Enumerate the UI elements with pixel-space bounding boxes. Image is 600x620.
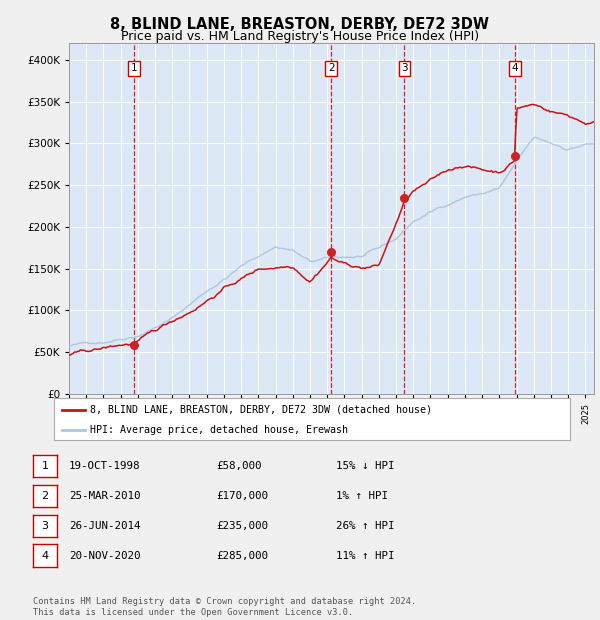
Text: 26-JUN-2014: 26-JUN-2014: [69, 521, 140, 531]
Text: 3: 3: [41, 521, 49, 531]
Text: 8, BLIND LANE, BREASTON, DERBY, DE72 3DW: 8, BLIND LANE, BREASTON, DERBY, DE72 3DW: [110, 17, 490, 32]
Text: Price paid vs. HM Land Registry's House Price Index (HPI): Price paid vs. HM Land Registry's House …: [121, 30, 479, 43]
Text: 11% ↑ HPI: 11% ↑ HPI: [336, 551, 395, 560]
Text: £235,000: £235,000: [216, 521, 268, 531]
Text: 1: 1: [41, 461, 49, 471]
Text: 4: 4: [511, 63, 518, 73]
Text: 25-MAR-2010: 25-MAR-2010: [69, 491, 140, 501]
Text: 20-NOV-2020: 20-NOV-2020: [69, 551, 140, 560]
Text: Contains HM Land Registry data © Crown copyright and database right 2024.
This d: Contains HM Land Registry data © Crown c…: [33, 598, 416, 617]
Text: 4: 4: [41, 551, 49, 560]
Text: 26% ↑ HPI: 26% ↑ HPI: [336, 521, 395, 531]
Text: 19-OCT-1998: 19-OCT-1998: [69, 461, 140, 471]
Text: £58,000: £58,000: [216, 461, 262, 471]
Text: 2: 2: [41, 491, 49, 501]
Text: £170,000: £170,000: [216, 491, 268, 501]
Text: 2: 2: [328, 63, 334, 73]
Text: 8, BLIND LANE, BREASTON, DERBY, DE72 3DW (detached house): 8, BLIND LANE, BREASTON, DERBY, DE72 3DW…: [90, 405, 432, 415]
Text: 1% ↑ HPI: 1% ↑ HPI: [336, 491, 388, 501]
Text: 3: 3: [401, 63, 408, 73]
Text: 1: 1: [131, 63, 137, 73]
Text: £285,000: £285,000: [216, 551, 268, 560]
Text: HPI: Average price, detached house, Erewash: HPI: Average price, detached house, Erew…: [90, 425, 348, 435]
Text: 15% ↓ HPI: 15% ↓ HPI: [336, 461, 395, 471]
